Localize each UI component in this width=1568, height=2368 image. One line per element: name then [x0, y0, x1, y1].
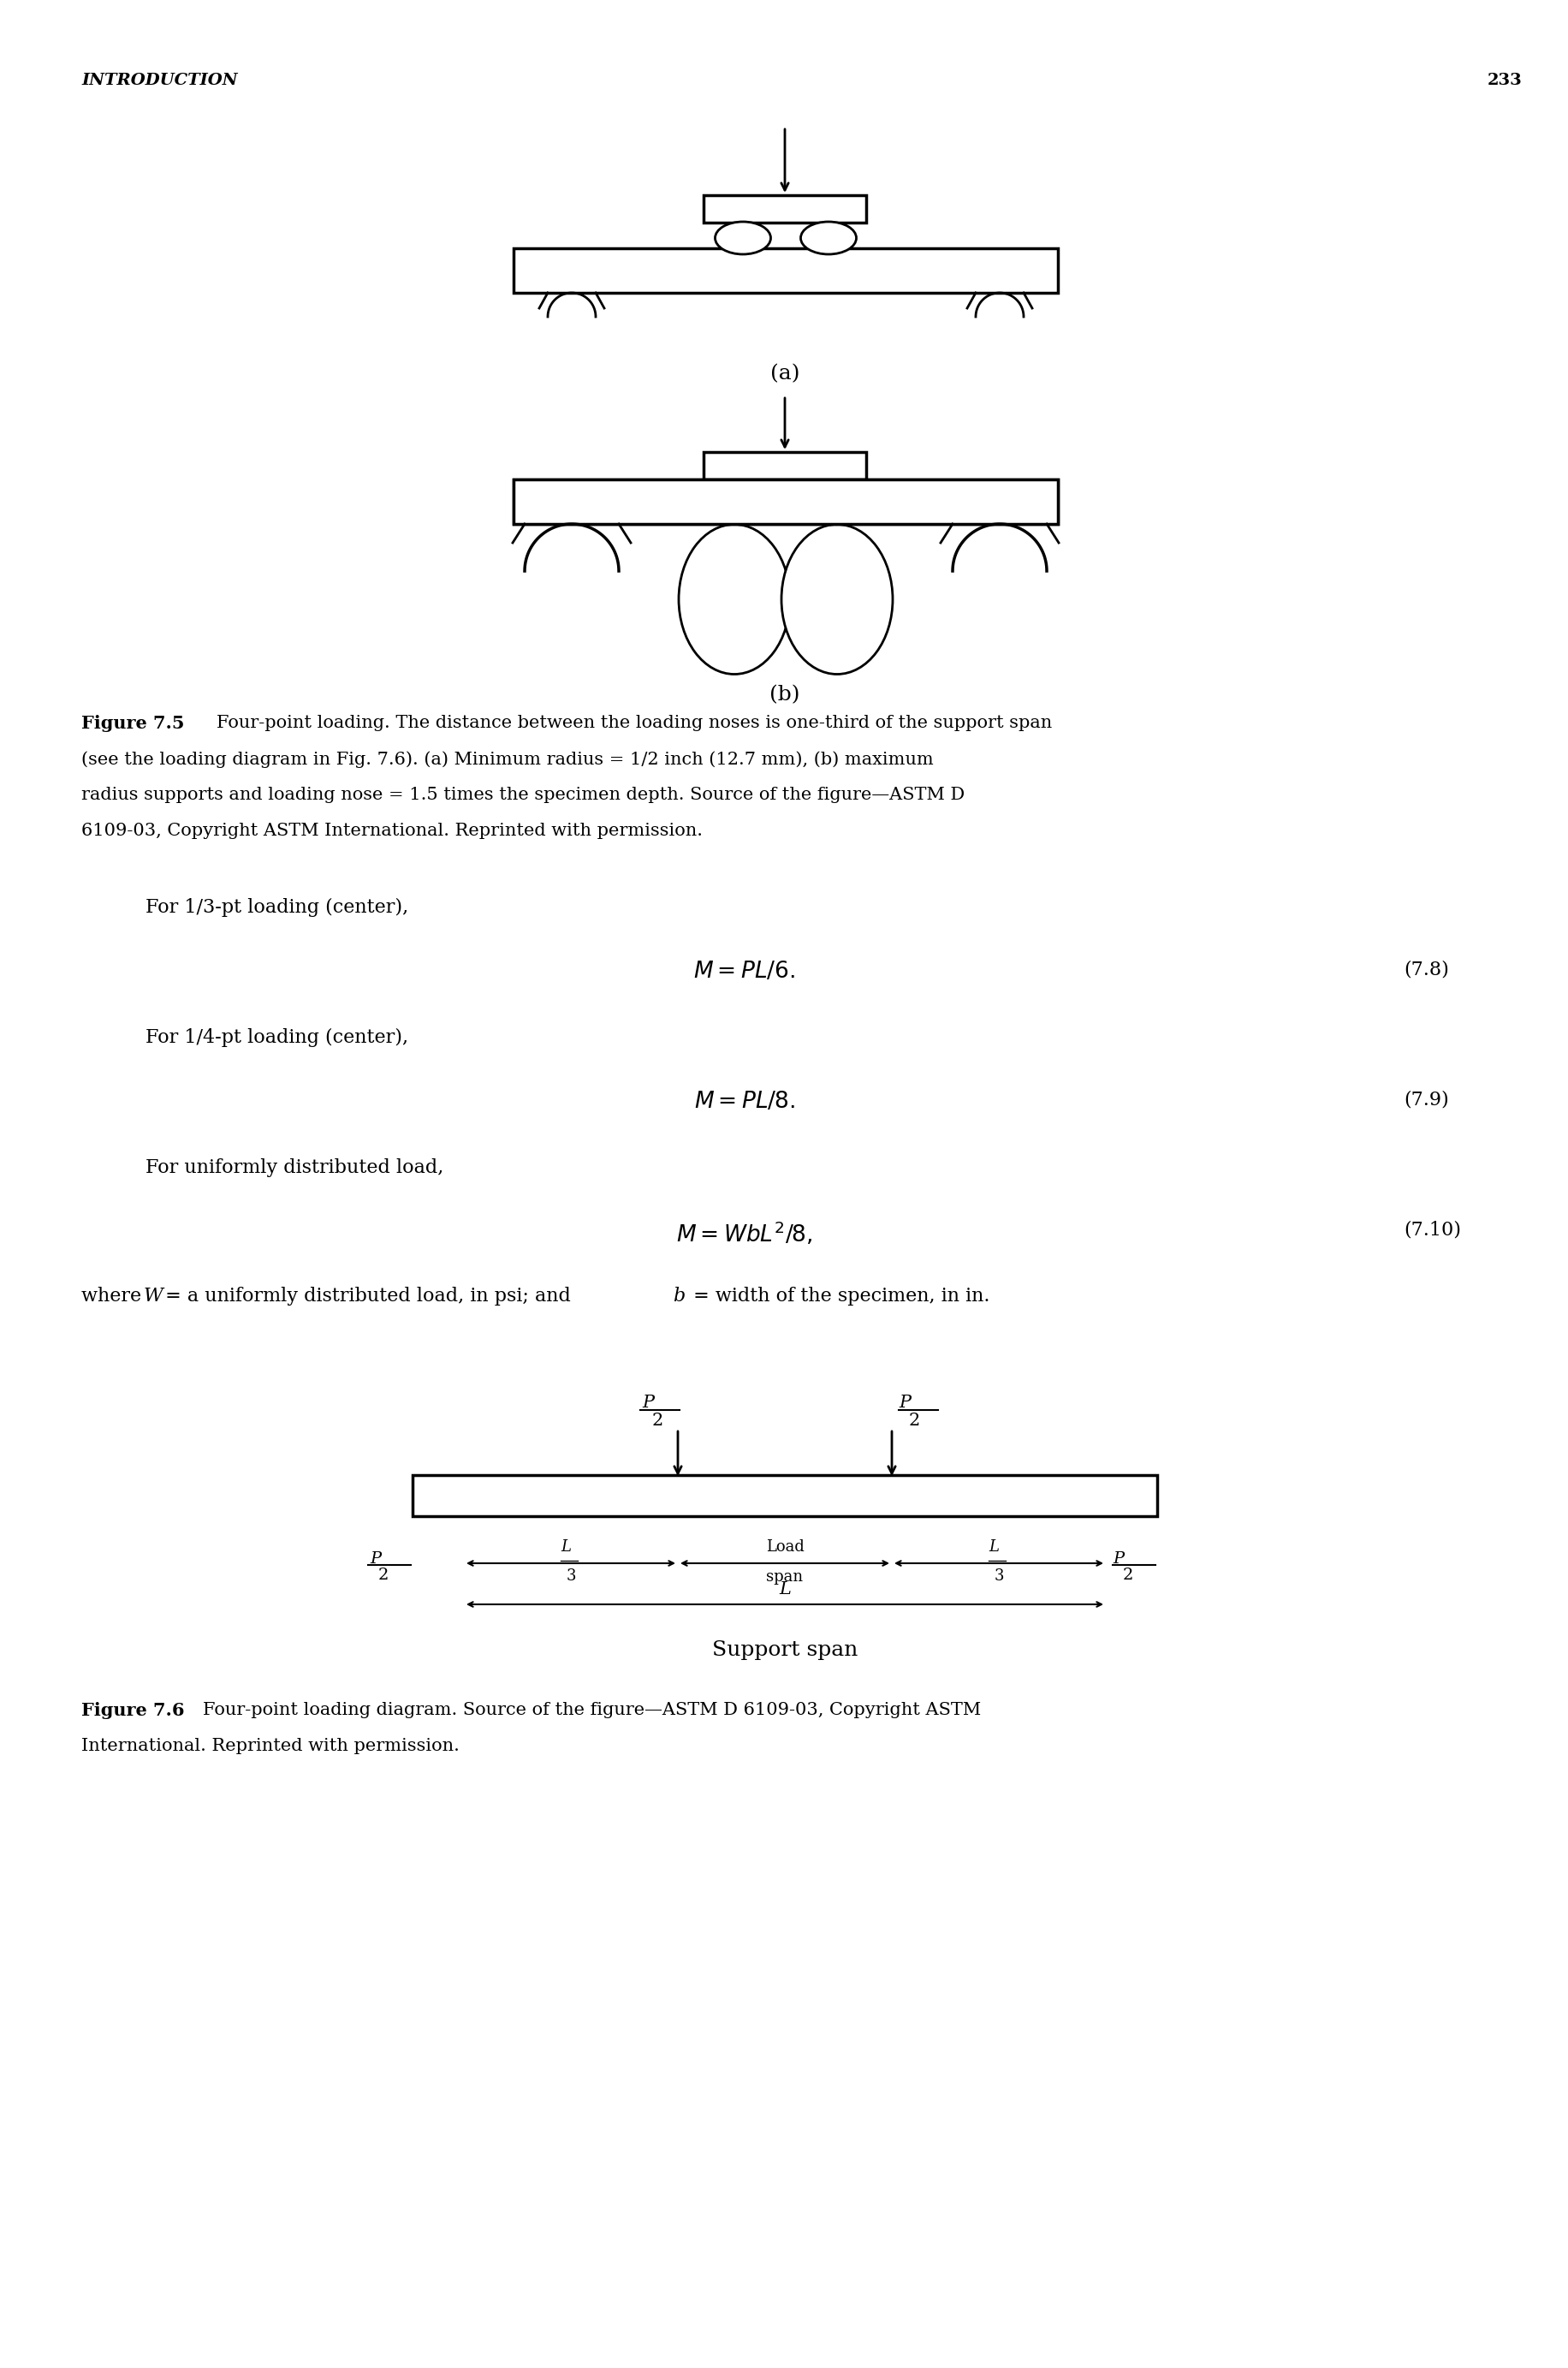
Text: 2: 2	[1123, 1568, 1134, 1582]
Text: Figure 7.6: Figure 7.6	[82, 1703, 185, 1719]
Ellipse shape	[781, 523, 892, 675]
Text: L: L	[778, 1582, 790, 1598]
Bar	[702, 452, 866, 478]
Text: = a uniformly distributed load, in psi; and: = a uniformly distributed load, in psi; …	[158, 1286, 577, 1305]
Text: radius supports and loading nose = 1.5 times the specimen depth. Source of the f: radius supports and loading nose = 1.5 t…	[82, 786, 964, 803]
Text: Figure 7.5: Figure 7.5	[82, 715, 185, 732]
Text: (7.10): (7.10)	[1403, 1220, 1460, 1238]
Text: For uniformly distributed load,: For uniformly distributed load,	[146, 1158, 444, 1177]
Text: 3: 3	[566, 1568, 575, 1584]
Text: Support span: Support span	[712, 1641, 858, 1660]
Text: INTRODUCTION: INTRODUCTION	[82, 73, 237, 88]
Text: 3: 3	[994, 1568, 1004, 1584]
Ellipse shape	[679, 523, 790, 675]
Text: 2: 2	[652, 1414, 663, 1428]
Ellipse shape	[715, 223, 770, 253]
Text: where: where	[82, 1286, 147, 1305]
Bar	[412, 1475, 1157, 1516]
Text: P: P	[370, 1551, 381, 1568]
Text: Four-point loading. The distance between the loading noses is one-third of the s: Four-point loading. The distance between…	[216, 715, 1052, 732]
Text: (a): (a)	[770, 365, 800, 384]
Text: L: L	[988, 1539, 999, 1556]
Text: $M = WbL^2/8,$: $M = WbL^2/8,$	[676, 1220, 812, 1248]
Bar	[513, 249, 1057, 294]
Text: = width of the specimen, in in.: = width of the specimen, in in.	[687, 1286, 989, 1305]
Text: Four-point loading diagram. Source of the figure—ASTM D 6109-03, Copyright ASTM: Four-point loading diagram. Source of th…	[202, 1703, 980, 1719]
Text: 6109-03, Copyright ASTM International. Reprinted with permission.: 6109-03, Copyright ASTM International. R…	[82, 822, 702, 838]
Text: For 1/3-pt loading (center),: For 1/3-pt loading (center),	[146, 897, 408, 916]
Text: 2: 2	[378, 1568, 389, 1582]
Text: W: W	[144, 1286, 163, 1305]
Text: For 1/4-pt loading (center),: For 1/4-pt loading (center),	[146, 1028, 408, 1047]
Ellipse shape	[800, 223, 856, 253]
Text: b: b	[673, 1286, 685, 1305]
Text: P: P	[641, 1395, 654, 1411]
Text: Load: Load	[765, 1539, 804, 1556]
Text: P: P	[898, 1395, 909, 1411]
Text: L: L	[560, 1539, 571, 1556]
Text: International. Reprinted with permission.: International. Reprinted with permission…	[82, 1738, 459, 1755]
Text: $M = PL/6.$: $M = PL/6.$	[693, 959, 795, 983]
Text: $M = PL/8.$: $M = PL/8.$	[695, 1089, 795, 1113]
Text: span: span	[767, 1570, 803, 1584]
Text: 2: 2	[908, 1414, 920, 1428]
Bar	[513, 478, 1057, 523]
Bar	[513, 478, 1057, 523]
Text: (see the loading diagram in Fig. 7.6). (a) Minimum radius = 1/2 inch (12.7 mm), : (see the loading diagram in Fig. 7.6). (…	[82, 751, 933, 767]
Text: (b): (b)	[770, 684, 800, 706]
Text: P: P	[1112, 1551, 1123, 1568]
Text: (7.9): (7.9)	[1403, 1089, 1447, 1108]
Text: (7.8): (7.8)	[1403, 959, 1449, 978]
Bar	[702, 194, 866, 223]
Text: 233: 233	[1486, 73, 1521, 88]
